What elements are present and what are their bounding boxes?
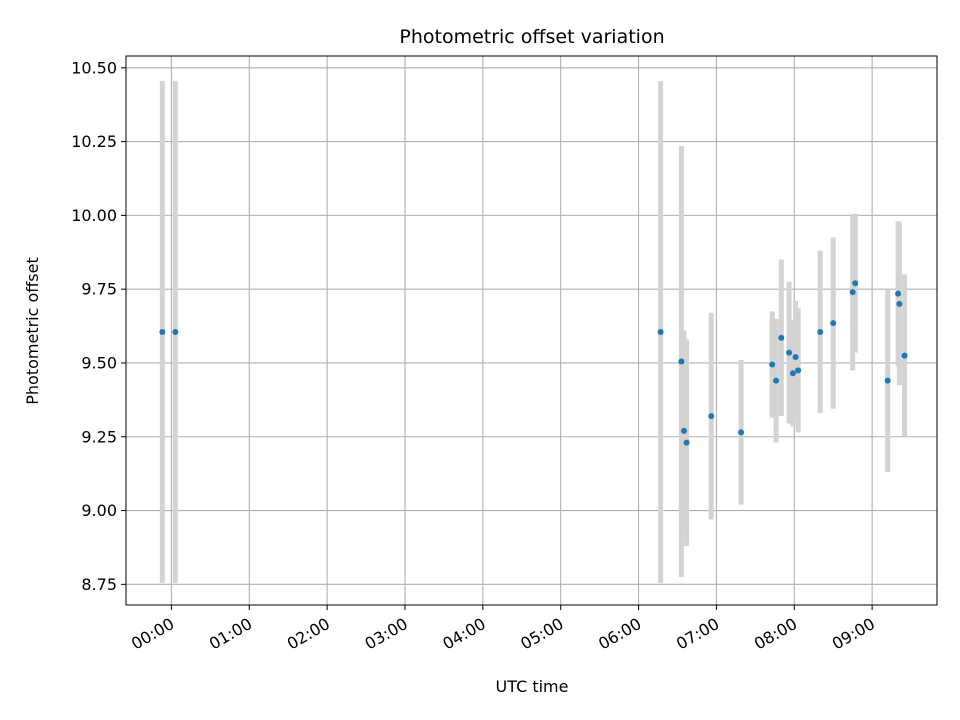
data-point [769, 361, 776, 368]
data-point [795, 367, 802, 374]
data-point [901, 352, 908, 359]
data-point [773, 377, 780, 384]
y-tick-label: 10.50 [71, 58, 117, 77]
x-axis-label: UTC time [496, 677, 569, 696]
data-point [817, 328, 824, 335]
chart-title: Photometric offset variation [399, 26, 664, 48]
data-point [884, 377, 891, 384]
y-tick-label: 8.75 [81, 575, 117, 594]
data-point [678, 358, 685, 365]
data-point [738, 429, 745, 436]
data-point [680, 427, 687, 434]
data-point [895, 290, 902, 297]
grid [126, 56, 937, 605]
plot-frame [125, 55, 938, 606]
data-points [159, 280, 908, 446]
data-point [708, 413, 715, 420]
y-tick-label: 9.00 [81, 501, 117, 520]
data-point [657, 328, 664, 335]
data-point [778, 334, 785, 341]
y-axis-label: Photometric offset [23, 257, 42, 405]
y-tick-label: 9.25 [81, 427, 117, 446]
y-axis-ticks: 8.75 9.00 9.25 9.50 9.75 10.00 10.25 10.50 [71, 58, 126, 594]
y-tick-label: 9.75 [81, 280, 117, 299]
data-point [159, 328, 166, 335]
data-point [786, 349, 793, 356]
data-point [789, 370, 796, 377]
data-point [683, 439, 690, 446]
data-point [830, 320, 837, 327]
y-tick-label: 10.00 [71, 206, 117, 225]
data-point [849, 289, 856, 296]
data-point [852, 280, 859, 287]
data-point [792, 354, 799, 361]
y-tick-label: 9.50 [81, 353, 117, 372]
y-tick-label: 10.25 [71, 132, 117, 151]
data-point [896, 300, 903, 307]
data-point [172, 328, 179, 335]
